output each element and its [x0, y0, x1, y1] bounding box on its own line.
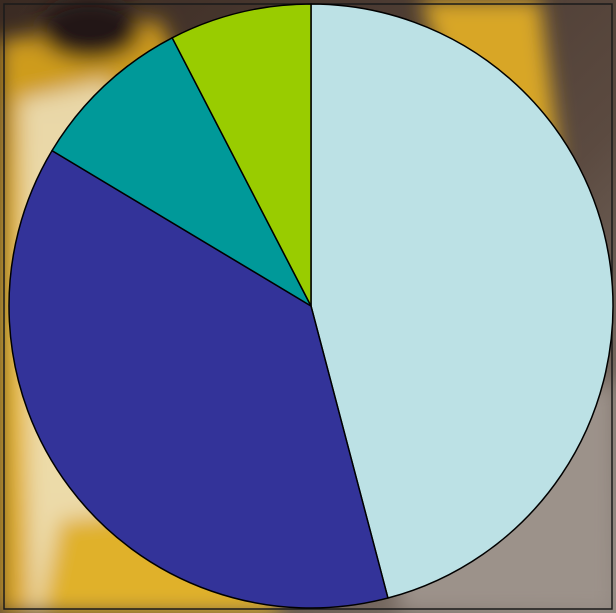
pie-slice-3: [51, 37, 312, 307]
pie-slice-4: [171, 3, 312, 307]
pie-slice-2: [8, 149, 389, 609]
pie-slice-1: [310, 3, 614, 599]
